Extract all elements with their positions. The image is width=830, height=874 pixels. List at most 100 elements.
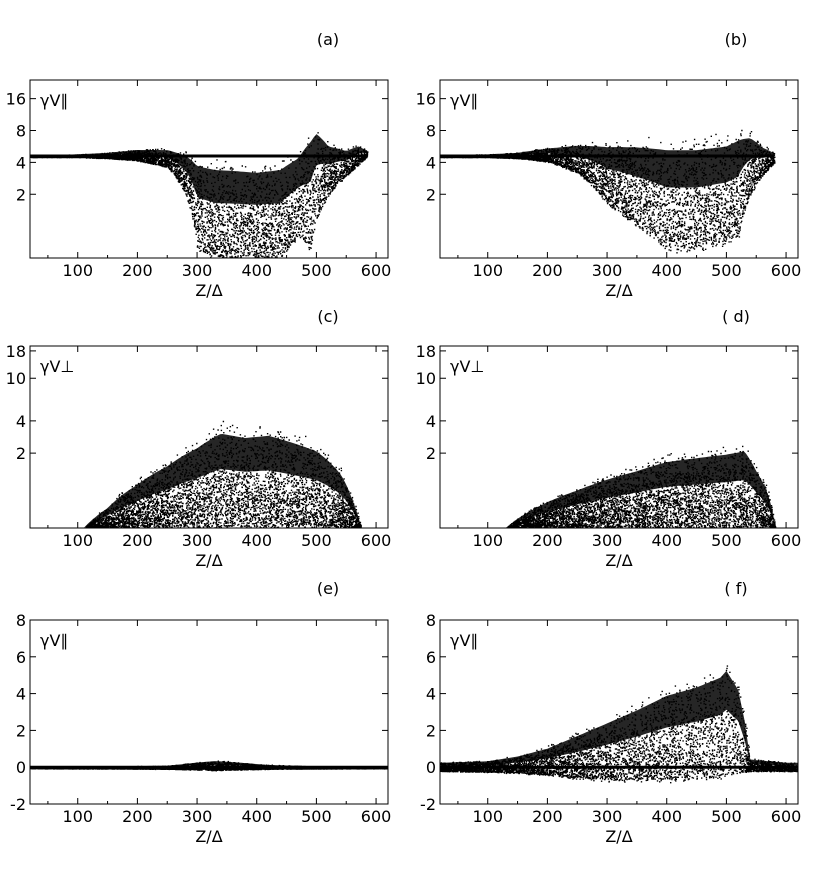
x-tick-label: 400: [241, 807, 272, 826]
x-tick-label: 300: [592, 807, 623, 826]
x-tick-label: 600: [361, 531, 392, 550]
panel-f: 100 200 300 400 500 600 -2 0 2 4 6 8 Z/Δ γV∥ ( f): [420, 579, 801, 846]
y-axis-label: γV⊥: [450, 357, 484, 376]
x-tick-label: 600: [771, 531, 802, 550]
y-axis-label: γV∥: [40, 91, 68, 110]
x-tick-label: 500: [711, 261, 742, 280]
x-tick-label: 300: [592, 531, 623, 550]
x-tick-label: 500: [711, 807, 742, 826]
x-tick-label: 500: [301, 807, 332, 826]
dense-core: [30, 134, 368, 205]
y-tick-label: 6: [426, 648, 436, 667]
scatter-points: [440, 129, 776, 254]
plot-frame: [29, 345, 389, 529]
x-axis-label: Z/Δ: [605, 551, 632, 570]
scatter-points: [505, 445, 777, 528]
x-tick-label: 600: [361, 261, 392, 280]
panel-label: (c): [317, 307, 338, 326]
panel-b: 100 200 300 400 500 600 2 4 8 16 Z/Δ γV∥ (b): [416, 30, 802, 300]
dense-core: [83, 434, 362, 528]
x-tick-label: 400: [651, 807, 682, 826]
y-tick-label: 16: [6, 90, 26, 109]
y-axis-label: γV∥: [40, 631, 68, 650]
dense-core: [30, 761, 388, 768]
scatter-points: [83, 420, 363, 528]
x-tick-label: 600: [771, 807, 802, 826]
plot-frame: [439, 79, 799, 259]
panel-label: ( f): [724, 579, 747, 598]
y-tick-label: -2: [10, 795, 26, 814]
y-tick-label: 2: [426, 721, 436, 740]
y-tick-label: 4: [16, 153, 26, 172]
x-tick-label: 200: [122, 261, 153, 280]
x-tick-label: 400: [651, 261, 682, 280]
x-tick-label: 600: [361, 807, 392, 826]
y-tick-label: 2: [16, 721, 26, 740]
x-tick-label: 200: [532, 261, 563, 280]
x-tick-label: 200: [122, 531, 153, 550]
x-tick-label: 300: [182, 531, 213, 550]
x-tick-label: 500: [711, 531, 742, 550]
dense-core: [440, 670, 798, 766]
panel-label: (e): [317, 579, 339, 598]
y-tick-label: 10: [416, 369, 436, 388]
x-axis-label: Z/Δ: [195, 281, 222, 300]
y-tick-label: 4: [426, 685, 436, 704]
y-tick-label: 8: [16, 122, 26, 141]
panel-a: 100 200 300 400 500 600 2 4 8 16 Z/Δ γV∥ (a): [6, 30, 392, 300]
y-tick-label: 0: [16, 758, 26, 777]
x-tick-label: 200: [532, 807, 563, 826]
x-tick-label: 400: [651, 531, 682, 550]
x-tick-label: 200: [532, 531, 563, 550]
y-tick-label: 2: [426, 444, 436, 463]
x-axis-label: Z/Δ: [195, 551, 222, 570]
x-tick-label: 400: [241, 531, 272, 550]
y-tick-label: 2: [426, 185, 436, 204]
y-axis-label: γV⊥: [40, 357, 74, 376]
scatter-points: [30, 760, 388, 772]
y-tick-label: 4: [426, 153, 436, 172]
y-tick-label: 2: [16, 185, 26, 204]
x-axis-label: Z/Δ: [605, 281, 632, 300]
dense-core: [440, 138, 775, 188]
x-tick-label: 100: [62, 261, 93, 280]
scatter-points: [440, 665, 798, 784]
x-tick-label: 200: [122, 807, 153, 826]
panel-label: (b): [725, 30, 748, 49]
x-tick-label: 400: [241, 261, 272, 280]
x-tick-label: 500: [301, 261, 332, 280]
y-tick-label: 8: [16, 611, 26, 630]
y-axis-label: γV∥: [450, 631, 478, 650]
y-tick-label: 6: [16, 648, 26, 667]
x-tick-label: 300: [182, 261, 213, 280]
scatter-points: [30, 132, 369, 258]
x-tick-label: 100: [472, 531, 503, 550]
plot-frame: [439, 345, 799, 529]
x-tick-label: 100: [62, 807, 93, 826]
x-tick-label: 500: [301, 531, 332, 550]
panel-label: ( d): [722, 307, 750, 326]
plot-frame: [439, 619, 799, 805]
x-tick-label: 100: [472, 807, 503, 826]
x-tick-label: 100: [62, 531, 93, 550]
y-tick-label: 2: [16, 444, 26, 463]
x-axis-label: Z/Δ: [605, 827, 632, 846]
panel-e: 100 200 300 400 500 600 -2 0 2 4 6 8 Z/Δ γV∥ (e): [10, 579, 391, 846]
dense-core: [505, 451, 776, 528]
y-tick-label: 4: [426, 412, 436, 431]
y-tick-label: 8: [426, 122, 436, 141]
plot-frame: [29, 79, 389, 259]
x-axis-label: Z/Δ: [195, 827, 222, 846]
y-tick-label: 18: [6, 342, 26, 361]
y-tick-label: -2: [420, 795, 436, 814]
y-tick-label: 16: [416, 90, 436, 109]
x-tick-label: 600: [771, 261, 802, 280]
plot-frame: [29, 619, 389, 805]
x-tick-label: 100: [472, 261, 503, 280]
y-axis-label: γV∥: [450, 91, 478, 110]
panel-label: (a): [317, 30, 339, 49]
y-tick-label: 0: [426, 758, 436, 777]
y-tick-label: 4: [16, 412, 26, 431]
panel-d: 100 200 300 400 500 600 2 4 10 18 Z/Δ γV⊥ ( d): [416, 307, 802, 570]
